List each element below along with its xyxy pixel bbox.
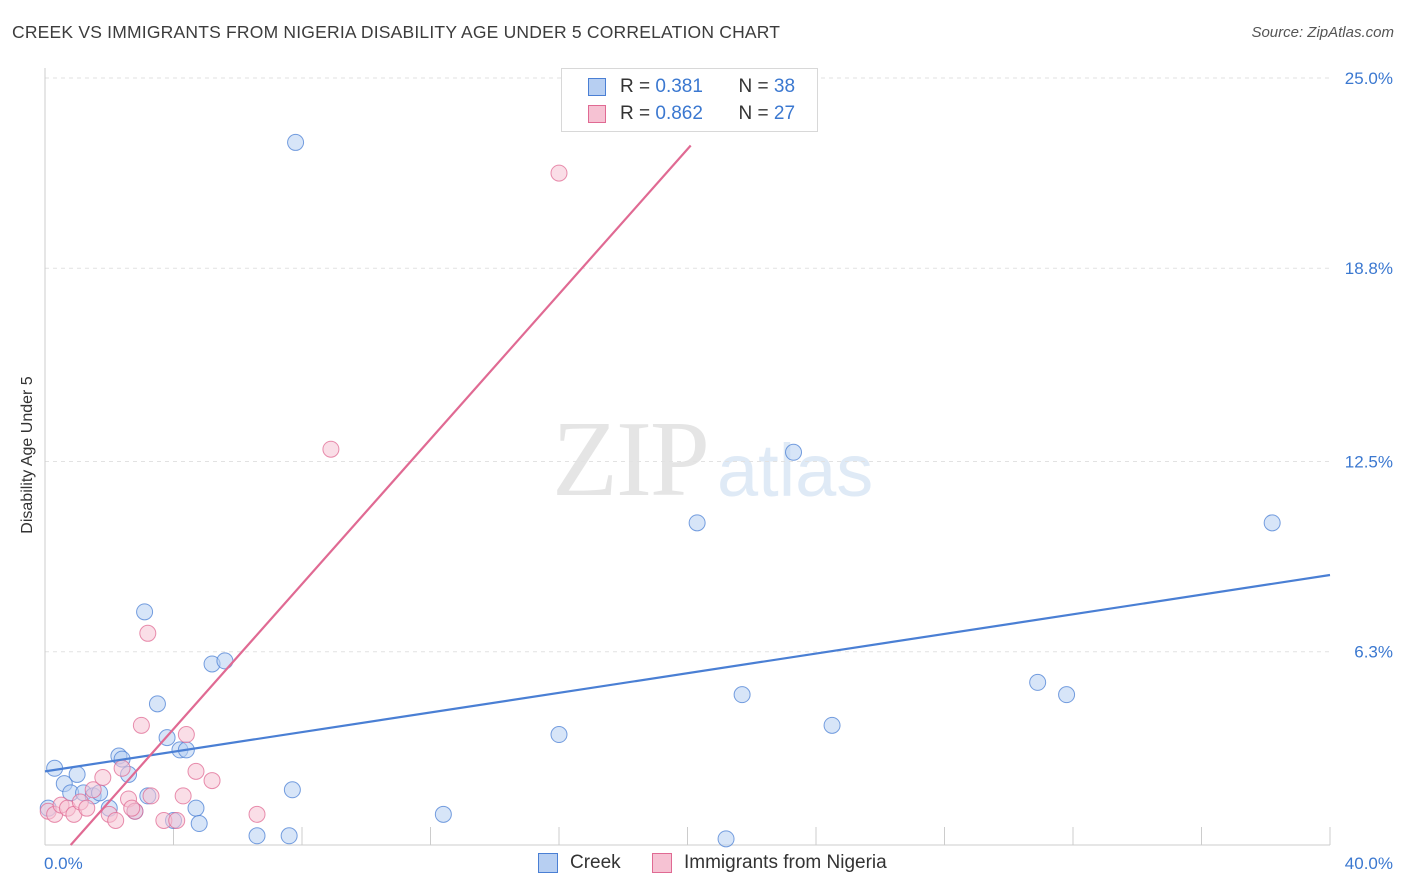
creek-point [287, 133, 305, 151]
watermark-zip: ZIP [552, 400, 710, 519]
n-label: N = [738, 76, 769, 97]
r-value: 0.862 [655, 103, 703, 124]
nigeria-point [78, 799, 96, 817]
stats-legend: R = 0.381 N = 38 R = 0.862 N = 27 [561, 68, 818, 132]
r-label: R = [620, 76, 651, 97]
nigeria-point [168, 811, 186, 829]
nigeria-point [550, 164, 568, 182]
source-label: Source: ZipAtlas.com [1251, 24, 1394, 41]
y-tick-label: 12.5% [1345, 453, 1393, 472]
n-value: 27 [773, 103, 796, 124]
nigeria-trend-line [69, 144, 692, 846]
nigeria-legend-swatch [652, 853, 672, 873]
creek-point [823, 716, 841, 734]
nigeria-point [177, 726, 195, 744]
x-tick-label: 40.0% [1345, 854, 1393, 873]
creek-point [785, 443, 803, 461]
creek-point [717, 830, 735, 848]
nigeria-swatch [588, 105, 606, 123]
nigeria-point [107, 811, 125, 829]
creek-point [688, 514, 706, 532]
y-tick-label: 25.0% [1345, 69, 1393, 88]
creek-point [1029, 673, 1047, 691]
nigeria-point [139, 624, 157, 642]
creek-point [434, 805, 452, 823]
nigeria-point [187, 762, 205, 780]
nigeria-point [94, 769, 112, 787]
creek-point [283, 781, 301, 799]
nigeria-point [174, 787, 192, 805]
creek-point [248, 827, 266, 845]
legend-row-creek: R = 0.381 N = 38 [588, 74, 795, 100]
creek-point [68, 765, 86, 783]
creek-legend-swatch [538, 853, 558, 873]
gridlines [45, 77, 1330, 653]
creek-point [1058, 686, 1076, 704]
creek-point [733, 686, 751, 704]
nigeria-point [322, 440, 340, 458]
nigeria-point [113, 759, 131, 777]
creek-point [1263, 514, 1281, 532]
chart-title: CREEK VS IMMIGRANTS FROM NIGERIA DISABIL… [12, 22, 781, 42]
r-label: R = [620, 103, 651, 124]
legend-item-creek: Creek [538, 852, 621, 874]
n-value: 38 [773, 76, 796, 97]
watermark-atlas: atlas [717, 429, 874, 512]
nigeria-point [203, 772, 221, 790]
creek-point [550, 726, 568, 744]
legend-label-creek: Creek [570, 852, 621, 873]
trend-lines [44, 144, 1331, 846]
nigeria-point [248, 805, 266, 823]
r-value: 0.381 [655, 76, 703, 97]
creek-swatch [588, 78, 606, 96]
legend-label-nigeria: Immigrants from Nigeria [684, 852, 887, 873]
y-tick-label: 18.8% [1345, 259, 1393, 278]
creek-point [148, 695, 166, 713]
nigeria-points [39, 164, 568, 829]
legend-row-nigeria: R = 0.862 N = 27 [588, 101, 795, 127]
nigeria-point [84, 781, 102, 799]
creek-point [190, 815, 208, 833]
nigeria-point [123, 799, 141, 817]
y-tick-label: 6.3% [1354, 643, 1393, 662]
legend-item-nigeria: Immigrants from Nigeria [652, 852, 887, 874]
n-label: N = [738, 103, 769, 124]
nigeria-point [132, 716, 150, 734]
x-tick-label: 0.0% [44, 854, 83, 873]
tick-labels: 6.3% 12.5% 18.8% 25.0% 0.0% 40.0% [44, 69, 1393, 873]
axes [44, 68, 1331, 846]
nigeria-point [142, 787, 160, 805]
creek-point [187, 799, 205, 817]
creek-point [280, 827, 298, 845]
creek-point [136, 603, 154, 621]
creek-trend-line [44, 573, 1331, 773]
creek-point [216, 652, 234, 670]
creek-points [39, 133, 1281, 848]
